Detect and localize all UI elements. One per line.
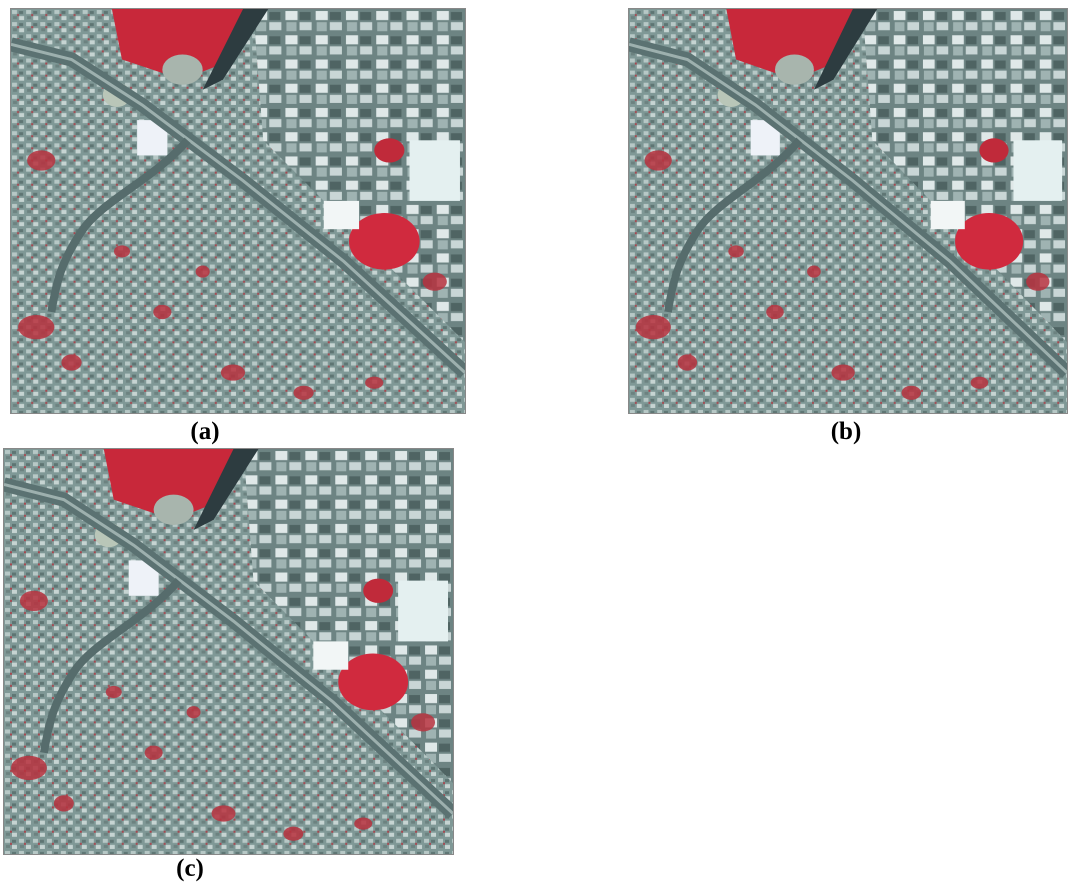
satellite-image bbox=[629, 9, 1067, 413]
caption: (a) bbox=[165, 418, 245, 446]
panel-image bbox=[628, 8, 1068, 414]
satellite-image bbox=[4, 449, 453, 854]
caption: (c) bbox=[150, 855, 230, 883]
page: (a) (b) (c) (() => { const data = JSON.p… bbox=[0, 0, 1068, 886]
caption: (b) bbox=[806, 418, 886, 446]
panel-image bbox=[3, 448, 454, 855]
panel-image bbox=[10, 8, 466, 414]
satellite-image bbox=[11, 9, 465, 413]
